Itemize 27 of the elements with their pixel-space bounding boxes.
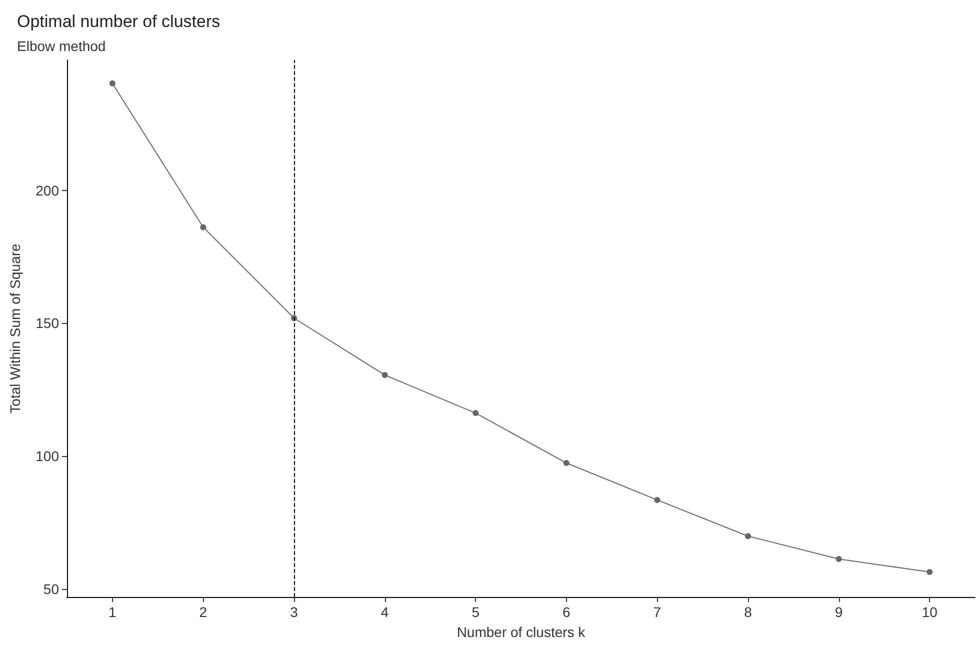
point [472, 410, 479, 416]
x-tick-label: 9 [834, 604, 843, 620]
y-axis-title: Total Within Sum of Square [7, 243, 23, 414]
chart-title: Optimal number of clusters [17, 12, 220, 31]
point [745, 533, 751, 540]
point [654, 496, 660, 503]
y-tick-label: 200 [36, 182, 60, 198]
x-tick-label: 7 [653, 604, 662, 620]
point [836, 556, 842, 562]
x-tick-label: 8 [744, 604, 752, 620]
x-tick-label: 4 [380, 604, 389, 620]
x-tick-label: 2 [199, 604, 208, 620]
point [563, 460, 570, 466]
x-tick-label: 5 [472, 604, 480, 620]
x-tick-label: 3 [290, 604, 298, 620]
chart-subtitle: Elbow method [17, 38, 106, 54]
x-tick-label: 1 [108, 604, 116, 620]
point [200, 224, 206, 230]
x-tick-label: 10 [922, 604, 938, 620]
point [926, 569, 933, 576]
y-tick-label: 50 [43, 581, 60, 598]
y-tick-label: 100 [36, 448, 60, 464]
x-axis-title: Number of clusters k [456, 624, 586, 640]
point [382, 372, 388, 378]
point [109, 80, 116, 86]
x-tick-label: 6 [562, 604, 570, 620]
y-tick-label: 150 [36, 315, 60, 332]
